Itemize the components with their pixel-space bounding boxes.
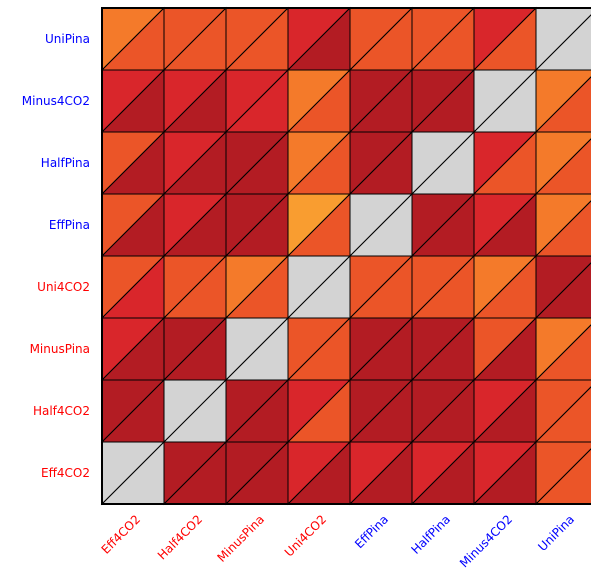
x-tick-label: Minus4CO2 [457, 512, 515, 570]
y-tick-label: Half4CO2 [33, 404, 90, 418]
x-axis-labels: Eff4CO2 Half4CO2 MinusPina Uni4CO2 EffPina Ha… [99, 512, 578, 570]
y-tick-label: UniPina [45, 32, 90, 46]
y-tick-label: Minus4CO2 [22, 94, 90, 108]
x-tick-label: Uni4CO2 [282, 512, 329, 559]
x-tick-label: Half4CO2 [155, 512, 205, 562]
x-tick-label: EffPina [352, 512, 391, 551]
y-tick-label: HalfPina [41, 156, 90, 170]
y-tick-label: Uni4CO2 [37, 280, 90, 294]
x-tick-label: UniPina [535, 512, 577, 554]
plot-frame [101, 7, 591, 505]
y-tick-label: EffPina [49, 218, 90, 232]
x-tick-label: MinusPina [214, 512, 267, 565]
x-tick-label: Eff4CO2 [99, 512, 144, 557]
heatmap-cells [100, 6, 591, 506]
x-tick-label: HalfPina [408, 512, 453, 557]
y-tick-label: MinusPina [30, 342, 90, 356]
y-tick-label: Eff4CO2 [41, 466, 90, 480]
y-axis-labels: UniPina Minus4CO2 HalfPina EffPina Uni4CO2 Mi… [22, 32, 90, 480]
